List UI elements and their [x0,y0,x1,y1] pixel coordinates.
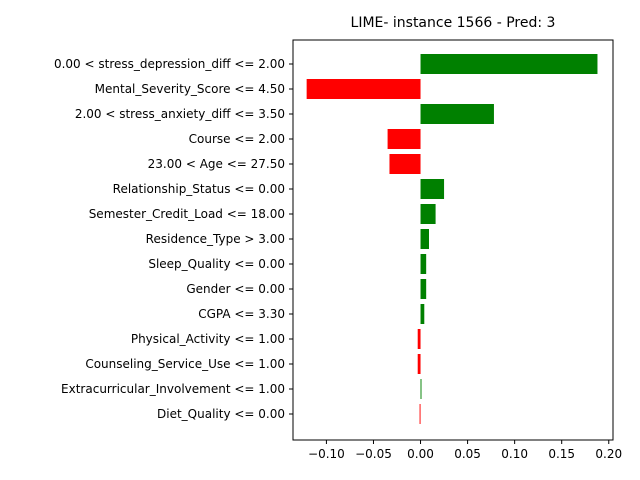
bar-1 [306,79,421,99]
x-tick-label-3: 0.05 [454,447,481,461]
y-tick-labels: 0.00 < stress_depression_diff <= 2.00 Men… [54,57,293,421]
bar-7 [420,229,429,249]
bar-6 [420,204,436,224]
bar-10 [420,304,425,324]
y-tick-label-11: Physical_Activity <= 1.00 [131,332,285,346]
y-tick-label-1: Mental_Severity_Score <= 4.50 [95,82,285,96]
bar-11 [417,329,421,349]
x-tick-label-1: −0.05 [355,447,392,461]
y-tick-label-2: 2.00 < stress_anxiety_diff <= 3.50 [75,107,285,121]
y-tick-label-0: 0.00 < stress_depression_diff <= 2.00 [54,57,285,71]
x-tick-label-6: 0.20 [595,447,622,461]
bar-14 [419,404,421,424]
bar-9 [420,279,427,299]
y-tick-label-5: Relationship_Status <= 0.00 [113,182,285,196]
y-tick-label-4: 23.00 < Age <= 27.50 [148,157,285,171]
bar-8 [420,254,427,274]
bar-4 [389,154,421,174]
plot-frame [292,39,614,441]
y-tick-label-12: Counseling_Service_Use <= 1.00 [85,357,285,371]
bar-13 [420,379,422,399]
bar-12 [417,354,421,374]
y-tick-label-7: Residence_Type > 3.00 [146,232,285,246]
y-tick-label-6: Semester_Credit_Load <= 18.00 [89,207,285,221]
y-tick-label-9: Gender <= 0.00 [186,282,285,296]
y-tick-label-14: Diet_Quality <= 0.00 [157,407,285,421]
bar-2 [420,104,494,124]
bar-5 [420,179,445,199]
x-tick-label-4: 0.10 [501,447,528,461]
y-tick-label-8: Sleep_Quality <= 0.00 [148,257,285,271]
y-tick-label-3: Course <= 2.00 [189,132,285,146]
bar-0 [420,54,598,74]
chart-title: LIME- instance 1566 - Pred: 3 [351,15,556,31]
x-tick-label-5: 0.15 [548,447,575,461]
x-tick-label-0: −0.10 [308,447,345,461]
y-tick-label-10: CGPA <= 3.30 [198,307,285,321]
x-axis: −0.10 −0.05 0.00 0.05 0.10 0.15 0.20 [308,440,622,461]
y-tick-label-13: Extracurricular_Involvement <= 1.00 [61,382,285,396]
bars-layer [306,54,598,424]
x-tick-label-2: 0.00 [407,447,434,461]
bar-3 [387,129,421,149]
